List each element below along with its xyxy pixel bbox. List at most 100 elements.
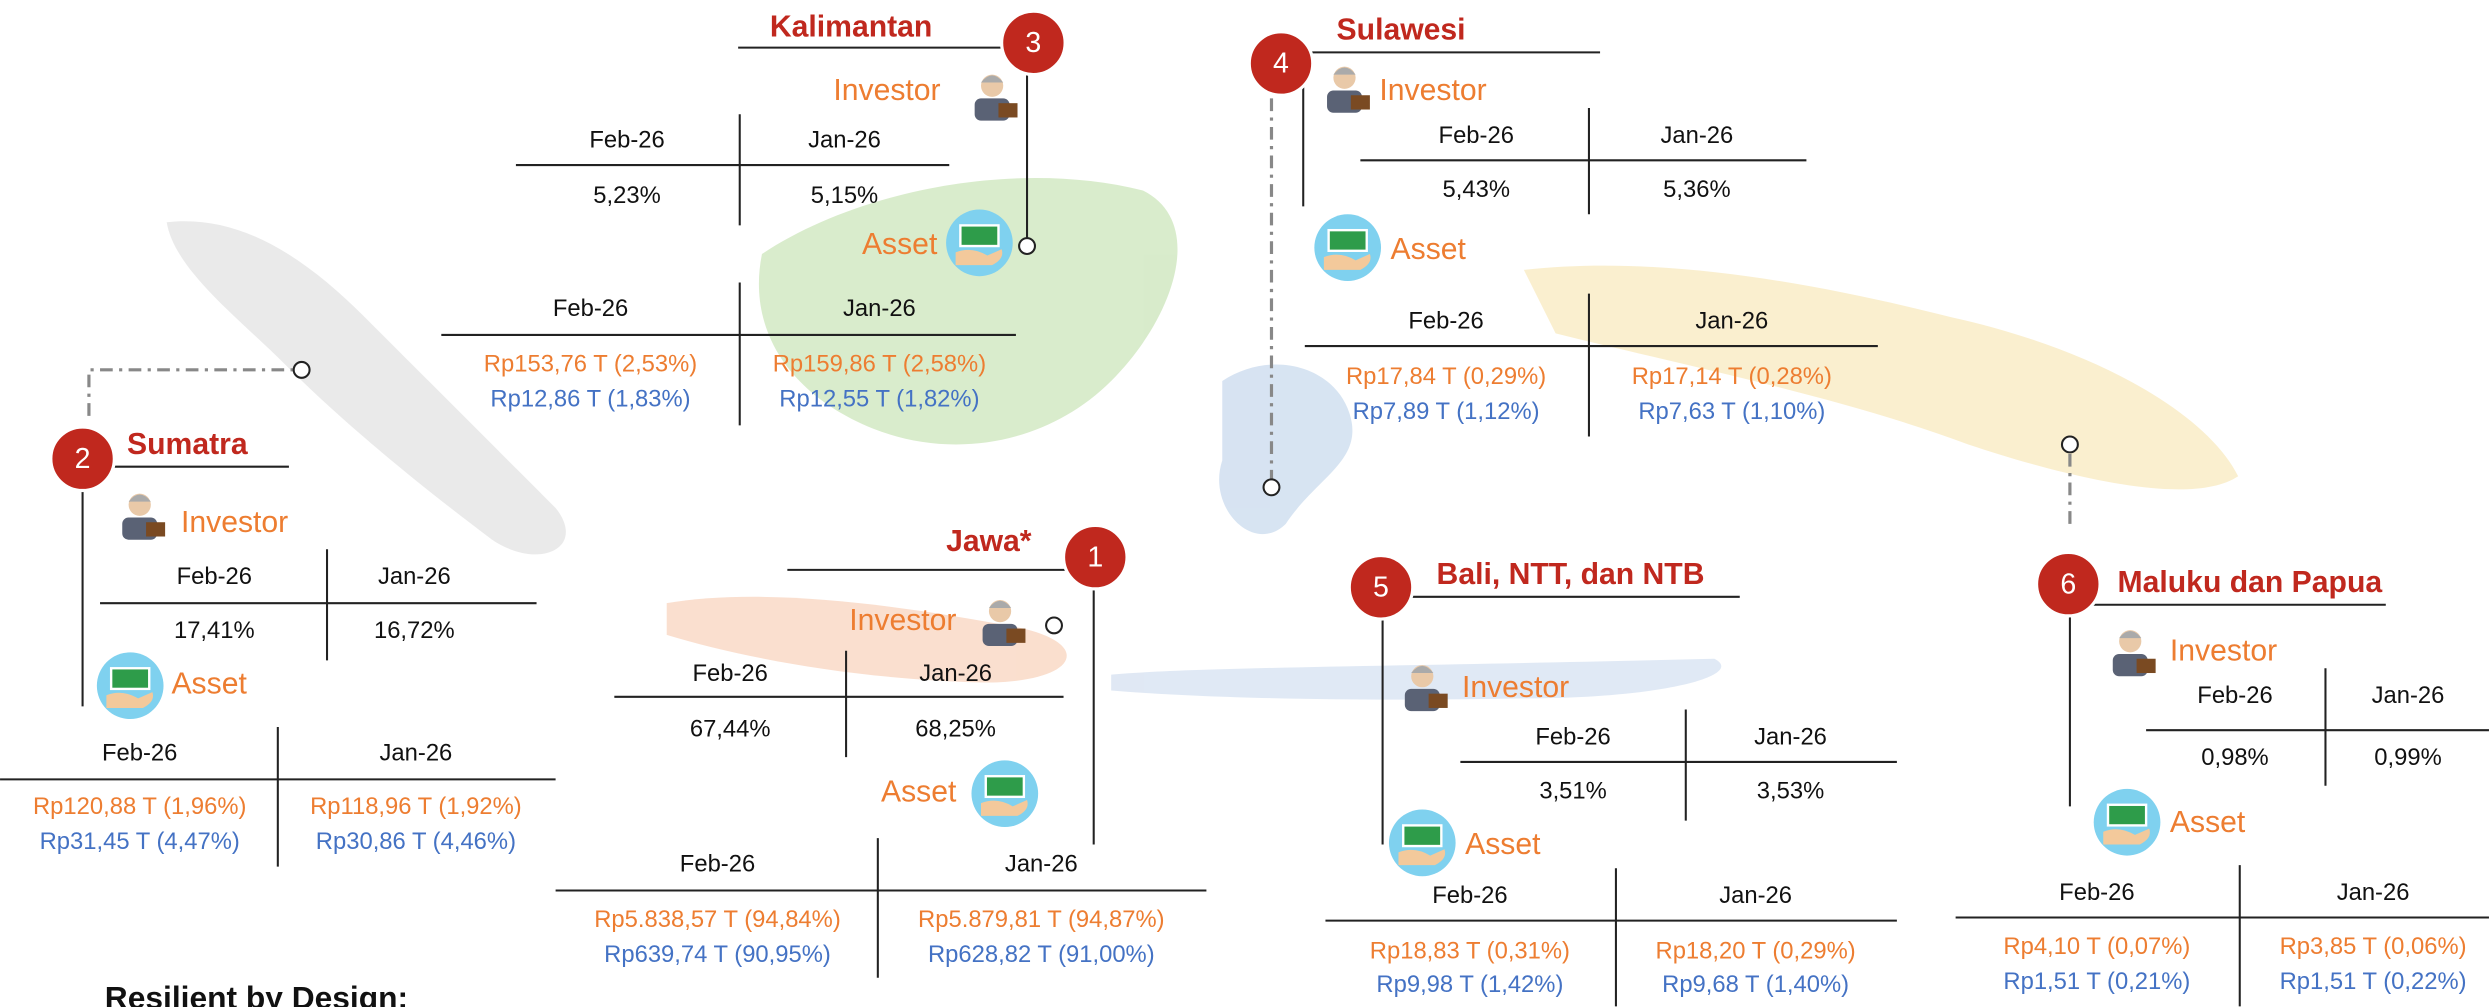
region-badge	[2034, 550, 2102, 618]
investor-label: Investor	[2170, 634, 2277, 667]
investor-icon	[2112, 630, 2156, 677]
investor-value: 0,98%	[2201, 744, 2268, 771]
asset-value-secondary: Rp12,86 T (1,83%)	[490, 385, 690, 412]
investor-value: 0,99%	[2374, 744, 2441, 771]
investor-value: 3,53%	[1757, 777, 1824, 804]
asset-label: Asset	[1465, 828, 1541, 861]
asset-value-total: Rp18,20 T (0,29%)	[1656, 938, 1856, 965]
column-header: Jan-26	[808, 127, 881, 154]
investor-icon	[1404, 665, 1448, 712]
asset-label: Asset	[1391, 233, 1467, 266]
icon-hair	[2119, 630, 2142, 639]
column-header: Feb-26	[693, 660, 768, 687]
column-header: Feb-26	[1535, 723, 1610, 750]
region-number: 5	[1373, 571, 1389, 603]
connector-end	[1262, 478, 1281, 497]
column-header: Feb-26	[680, 850, 755, 877]
asset-value-total: Rp5.838,57 T (94,84%)	[594, 906, 841, 933]
dash-connector	[87, 368, 302, 416]
asset-value-total: Rp17,84 T (0,29%)	[1346, 363, 1546, 390]
icon-hand	[106, 692, 154, 708]
asset-icon	[2093, 788, 2161, 856]
asset-value-total: Rp118,96 T (1,92%)	[310, 793, 522, 820]
asset-value-secondary: Rp628,82 T (91,00%)	[928, 941, 1155, 968]
region-name: Maluku dan Papua	[2118, 566, 2383, 599]
investor-icon	[122, 493, 166, 540]
asset-value-secondary: Rp9,98 T (1,42%)	[1376, 971, 1563, 998]
column-header: Feb-26	[2059, 879, 2134, 906]
column-header: Jan-26	[843, 295, 916, 322]
investor-icon	[982, 600, 1026, 647]
column-header: Jan-26	[380, 739, 453, 766]
column-header: Feb-26	[2197, 682, 2272, 709]
region-number: 6	[2060, 568, 2076, 600]
icon-bill	[1327, 228, 1368, 252]
region-number: 2	[75, 443, 91, 475]
investor-value: 3,51%	[1539, 777, 1606, 804]
investor-value: 5,43%	[1443, 176, 1510, 203]
asset-icon	[971, 760, 1039, 827]
region-number: 4	[1273, 48, 1289, 80]
column-header: Feb-26	[177, 563, 252, 590]
investor-label: Investor	[181, 506, 288, 539]
column-header: Jan-26	[919, 660, 992, 687]
region-badge	[49, 425, 116, 493]
connector-end	[1018, 237, 1037, 256]
icon-case	[146, 522, 166, 537]
region-name: Kalimantan	[770, 11, 932, 44]
asset-icon	[1388, 809, 1456, 877]
region-badge	[1000, 9, 1067, 77]
icon-hair	[128, 494, 151, 502]
region-badge	[1247, 30, 1315, 97]
column-header: Feb-26	[1408, 308, 1483, 335]
asset-label: Asset	[881, 776, 957, 809]
icon-case	[2136, 658, 2156, 674]
asset-label: Asset	[2170, 806, 2246, 839]
icon-bill	[1402, 824, 1443, 848]
column-header: Feb-26	[102, 739, 177, 766]
icon-hair	[1333, 67, 1356, 75]
region-name: Bali, NTT, dan NTB	[1437, 558, 1705, 591]
icon-hand	[955, 249, 1003, 266]
column-header: Jan-26	[1661, 122, 1734, 149]
icon-hand	[1398, 849, 1446, 866]
column-header: Jan-26	[2372, 682, 2445, 709]
icon-case	[1006, 628, 1026, 643]
investor-value: 16,72%	[374, 617, 455, 644]
asset-value-total: Rp17,14 T (0,28%)	[1632, 363, 1832, 390]
icon-bill	[109, 667, 151, 691]
asset-value-secondary: Rp7,89 T (1,12%)	[1353, 398, 1540, 425]
column-header: Jan-26	[1695, 308, 1768, 335]
asset-label: Asset	[171, 668, 247, 701]
asset-value-total: Rp5.879,81 T (94,87%)	[918, 906, 1165, 933]
icon-bill	[984, 775, 1026, 799]
asset-value-secondary: Rp1,51 T (0,21%)	[2003, 968, 2190, 995]
asset-value-secondary: Rp30,86 T (4,46%)	[316, 828, 516, 855]
investor-label: Investor	[1379, 74, 1486, 107]
column-header: Jan-26	[2337, 879, 2410, 906]
icon-case	[1428, 693, 1448, 708]
investor-value: 68,25%	[915, 715, 996, 742]
column-header: Feb-26	[1432, 882, 1507, 909]
asset-value-secondary: Rp639,74 T (90,95%)	[604, 941, 831, 968]
investor-value: 17,41%	[174, 617, 255, 644]
asset-icon	[96, 652, 164, 720]
asset-icon	[1314, 214, 1382, 281]
asset-value-secondary: Rp1,51 T (0,22%)	[2280, 968, 2467, 995]
region-badge	[1347, 553, 1415, 621]
column-header: Jan-26	[1754, 723, 1827, 750]
region-name: Sulawesi	[1337, 14, 1466, 47]
connector-end	[292, 360, 311, 379]
connector-end	[2060, 435, 2079, 454]
map-background	[166, 178, 2239, 700]
investor-value: 5,23%	[593, 182, 660, 209]
asset-label: Asset	[862, 228, 938, 261]
region-number: 1	[1087, 541, 1103, 573]
asset-value-secondary: Rp9,68 T (1,40%)	[1662, 971, 1849, 998]
icon-hair	[1411, 665, 1434, 674]
column-header: Feb-26	[589, 127, 664, 154]
investor-value: 5,36%	[1663, 176, 1730, 203]
asset-value-total: Rp18,83 T (0,31%)	[1370, 938, 1570, 965]
investor-label: Investor	[1462, 671, 1569, 704]
investor-value: 67,44%	[690, 715, 771, 742]
